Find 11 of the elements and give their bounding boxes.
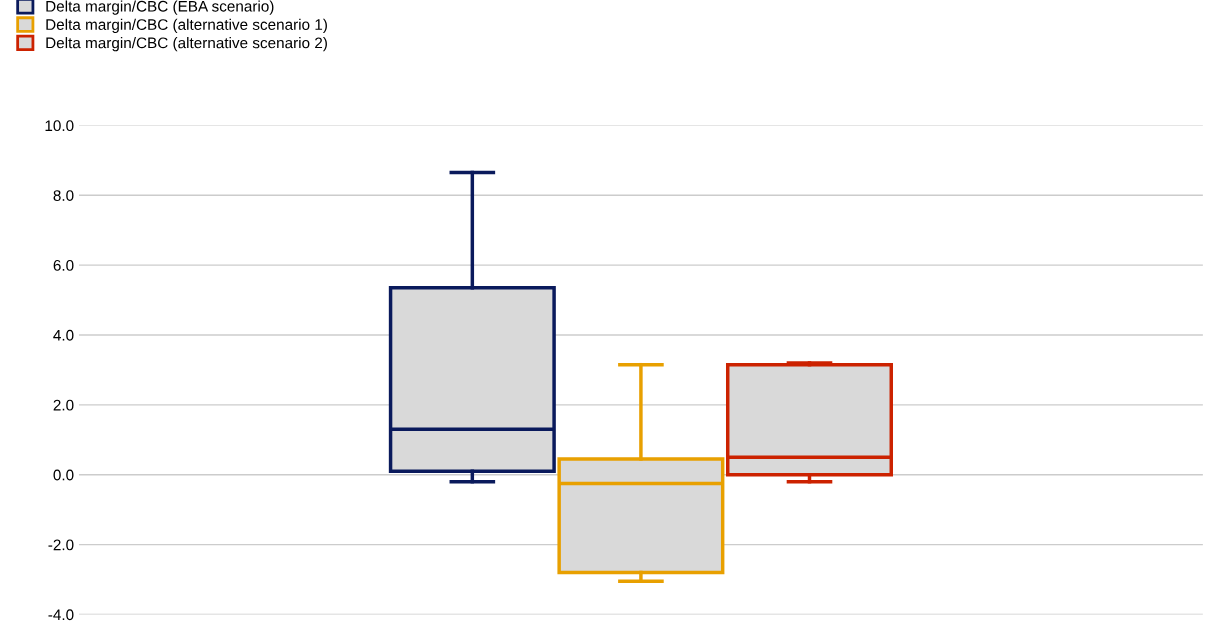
y-tick-label: 6.0 bbox=[53, 260, 74, 271]
y-tick-label: 4.0 bbox=[53, 329, 74, 341]
y-tick-label: -4.0 bbox=[48, 609, 74, 621]
y-tick-label: 0.0 bbox=[53, 469, 74, 481]
y-tick-label: -2.0 bbox=[48, 539, 74, 551]
legend-label: Delta margin/CBC (alternative scenario 1) bbox=[46, 18, 327, 33]
legend-label: Delta margin/CBC (EBA scenario) bbox=[46, 0, 274, 15]
y-tick-label: 10.0 bbox=[45, 120, 74, 132]
y-tick-label: 2.0 bbox=[53, 399, 74, 411]
y-tick-label: 8.0 bbox=[53, 190, 74, 201]
legend-label: Delta margin/CBC (alternative scenario 2) bbox=[46, 37, 327, 52]
